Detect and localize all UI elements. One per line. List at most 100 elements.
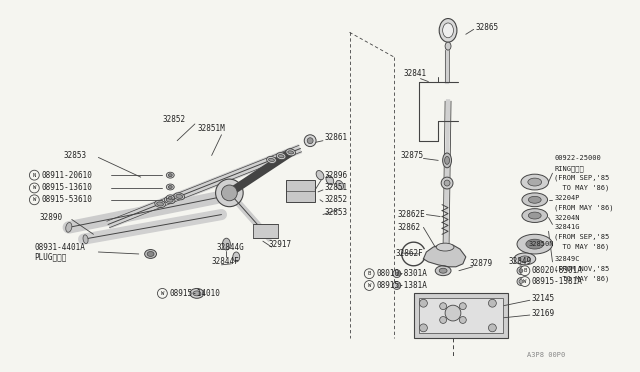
Ellipse shape	[439, 268, 447, 273]
Text: 32841: 32841	[404, 69, 427, 78]
Text: W: W	[33, 197, 36, 202]
Text: W: W	[33, 186, 36, 190]
Circle shape	[520, 277, 530, 286]
Circle shape	[519, 280, 523, 283]
Bar	[285, 180, 315, 202]
Circle shape	[445, 305, 461, 321]
Ellipse shape	[166, 198, 173, 202]
Ellipse shape	[276, 153, 286, 160]
Text: W: W	[161, 291, 164, 296]
Text: 32844F: 32844F	[212, 257, 239, 266]
Ellipse shape	[435, 266, 451, 276]
Ellipse shape	[286, 149, 296, 156]
Ellipse shape	[155, 201, 165, 208]
Text: (FROM SEP,'85: (FROM SEP,'85	[554, 175, 610, 182]
Text: 32890: 32890	[39, 213, 62, 222]
Text: 32849: 32849	[508, 257, 531, 266]
Text: PLUGプラグ: PLUGプラグ	[35, 253, 67, 262]
Text: 32169: 32169	[532, 308, 555, 318]
Ellipse shape	[522, 209, 548, 222]
Text: 32875: 32875	[401, 151, 424, 160]
Circle shape	[29, 195, 39, 205]
Ellipse shape	[168, 196, 172, 199]
Ellipse shape	[223, 238, 230, 250]
Text: 32841G: 32841G	[554, 224, 580, 230]
Text: N: N	[33, 173, 36, 178]
Text: TO MAY '86): TO MAY '86)	[554, 244, 610, 250]
Text: B: B	[367, 271, 371, 276]
Text: 32853: 32853	[325, 208, 348, 217]
Ellipse shape	[288, 151, 294, 154]
Ellipse shape	[443, 23, 454, 38]
Ellipse shape	[157, 202, 163, 206]
Circle shape	[441, 177, 453, 189]
Circle shape	[520, 266, 530, 276]
Ellipse shape	[443, 153, 451, 168]
Text: (FROM NOV,'85: (FROM NOV,'85	[554, 266, 610, 272]
Circle shape	[304, 135, 316, 147]
Ellipse shape	[522, 193, 548, 207]
Bar	[413, 294, 508, 338]
Text: 32861: 32861	[325, 133, 348, 142]
Ellipse shape	[166, 195, 174, 201]
Text: 32852: 32852	[325, 195, 348, 204]
Ellipse shape	[436, 243, 454, 251]
Circle shape	[364, 269, 374, 279]
Text: 08931-4401A: 08931-4401A	[35, 243, 85, 251]
Ellipse shape	[66, 222, 72, 232]
Text: 32865: 32865	[476, 23, 499, 32]
Text: 32851: 32851	[325, 183, 348, 192]
Text: 32862E: 32862E	[398, 210, 426, 219]
Bar	[419, 298, 503, 333]
Text: 32204N: 32204N	[554, 215, 580, 221]
Ellipse shape	[164, 196, 175, 204]
Text: (FROM SEP,'85: (FROM SEP,'85	[554, 234, 610, 240]
Circle shape	[440, 303, 447, 310]
Ellipse shape	[521, 174, 548, 190]
Ellipse shape	[517, 234, 552, 254]
Circle shape	[307, 138, 313, 144]
Ellipse shape	[278, 155, 284, 158]
Text: 08010-8301A: 08010-8301A	[376, 269, 427, 278]
Ellipse shape	[166, 172, 174, 178]
Text: 32862F: 32862F	[396, 250, 424, 259]
Text: 32896: 32896	[325, 171, 348, 180]
Text: 00922-25000: 00922-25000	[554, 155, 601, 161]
Text: A3P8 00P0: A3P8 00P0	[527, 352, 565, 359]
Text: 32917: 32917	[269, 240, 292, 248]
Circle shape	[488, 324, 497, 332]
Circle shape	[460, 303, 467, 310]
Circle shape	[29, 170, 39, 180]
Ellipse shape	[176, 194, 182, 198]
Bar	[253, 224, 278, 238]
Circle shape	[488, 299, 497, 307]
Text: 08020-8301A: 08020-8301A	[532, 266, 582, 275]
Ellipse shape	[83, 235, 88, 244]
Ellipse shape	[529, 196, 541, 203]
Text: 32145: 32145	[532, 294, 555, 303]
Ellipse shape	[520, 256, 531, 262]
Ellipse shape	[147, 251, 154, 256]
Ellipse shape	[193, 291, 201, 296]
Text: W: W	[367, 283, 371, 288]
Ellipse shape	[168, 174, 172, 177]
Ellipse shape	[269, 158, 275, 161]
Text: 08915-14010: 08915-14010	[170, 289, 220, 298]
Text: RINGリング: RINGリング	[554, 165, 584, 171]
Circle shape	[444, 180, 450, 186]
Text: 08915-53610: 08915-53610	[41, 195, 92, 204]
Text: 32844G: 32844G	[216, 243, 244, 251]
Circle shape	[419, 299, 428, 307]
Circle shape	[393, 270, 401, 278]
Ellipse shape	[267, 157, 276, 163]
Ellipse shape	[174, 193, 184, 200]
Ellipse shape	[316, 171, 324, 180]
Text: 08911-20610: 08911-20610	[41, 171, 92, 180]
Circle shape	[393, 282, 401, 289]
Circle shape	[460, 317, 467, 323]
Circle shape	[221, 185, 237, 201]
Ellipse shape	[326, 176, 333, 185]
Circle shape	[519, 269, 523, 273]
Circle shape	[29, 183, 39, 193]
Circle shape	[397, 283, 401, 288]
